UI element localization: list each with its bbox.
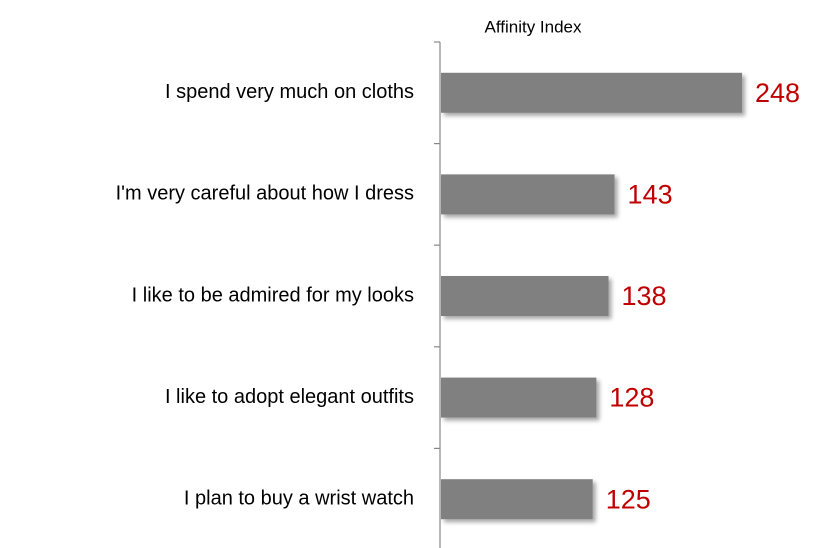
axis-label: Affinity Index [484, 17, 582, 36]
value-label: 138 [621, 281, 666, 311]
category-label: I spend very much on cloths [165, 81, 414, 103]
bar [441, 276, 609, 316]
value-label: 125 [606, 484, 651, 514]
category-label: I like to be admired for my looks [132, 284, 414, 306]
bar [441, 377, 597, 418]
bar [441, 72, 742, 113]
category-label: I'm very careful about how I dress [116, 183, 414, 205]
bar [441, 479, 593, 520]
bar [441, 174, 615, 215]
value-label: 248 [755, 78, 800, 108]
category-label: I plan to buy a wrist watch [184, 487, 414, 509]
category-label: I like to adopt elegant outfits [165, 386, 414, 408]
value-label: 143 [628, 180, 673, 210]
value-label: 128 [609, 383, 654, 413]
